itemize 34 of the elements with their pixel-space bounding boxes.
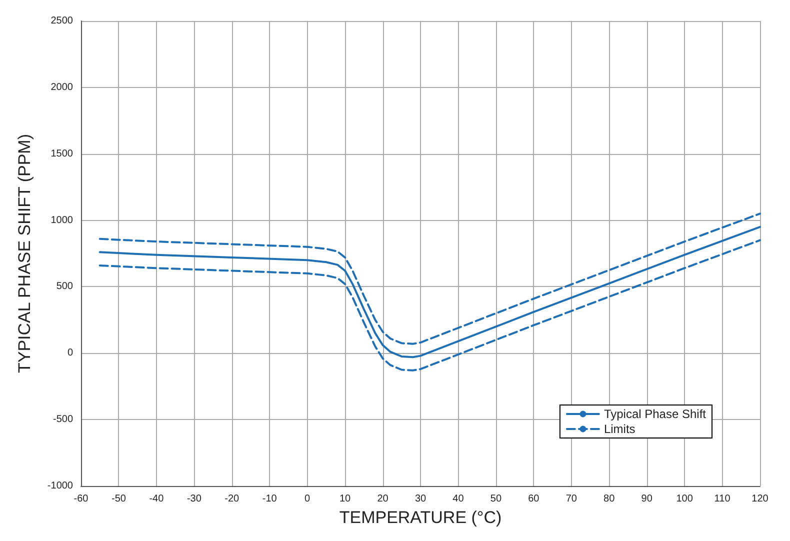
x-tick-label: 50	[490, 494, 502, 504]
x-tick-label: 90	[641, 494, 653, 504]
x-tick-label: -50	[111, 494, 126, 504]
x-tick-label: 20	[377, 494, 389, 504]
y-tick-label: 1500	[50, 148, 74, 160]
x-tick-label: -40	[149, 494, 164, 504]
line-series	[98, 226, 761, 358]
x-tick-label: 70	[566, 494, 578, 504]
x-tick-label: 100	[676, 494, 694, 504]
x-tick-label: -30	[186, 494, 202, 504]
x-tick-label: 10	[339, 494, 352, 504]
x-axis-title: TEMPERATURE (°C)	[339, 508, 502, 527]
x-tick-label: 0	[304, 494, 311, 504]
y-tick-label: 2000	[50, 82, 74, 93]
legend-label: Typical Phase Shift	[604, 407, 707, 421]
y-tick-label: -1000	[47, 480, 74, 492]
y-tick-label: 2500	[50, 16, 74, 26]
x-tick-label: 110	[714, 494, 731, 504]
x-tick-label: 120	[752, 494, 769, 504]
x-tick-label: 80	[604, 494, 616, 504]
x-tick-label: 60	[528, 494, 540, 504]
legend-label: Limits	[604, 422, 636, 436]
x-tick-label: 40	[452, 494, 464, 504]
line-series	[98, 212, 761, 345]
y-tick-label: -500	[52, 414, 74, 426]
x-tick-label: -10	[262, 494, 278, 504]
x-tick-label: -60	[74, 494, 89, 504]
x-tick-label: 30	[414, 494, 426, 504]
y-tick-label: 0	[67, 348, 74, 359]
line-series	[98, 239, 761, 372]
y-axis-title: TYPICAL PHASE SHIFT (PPM)	[15, 134, 34, 373]
y-tick-label: 500	[56, 281, 74, 292]
x-tick-label: -20	[224, 494, 240, 504]
y-tick-label: 1000	[50, 214, 74, 226]
